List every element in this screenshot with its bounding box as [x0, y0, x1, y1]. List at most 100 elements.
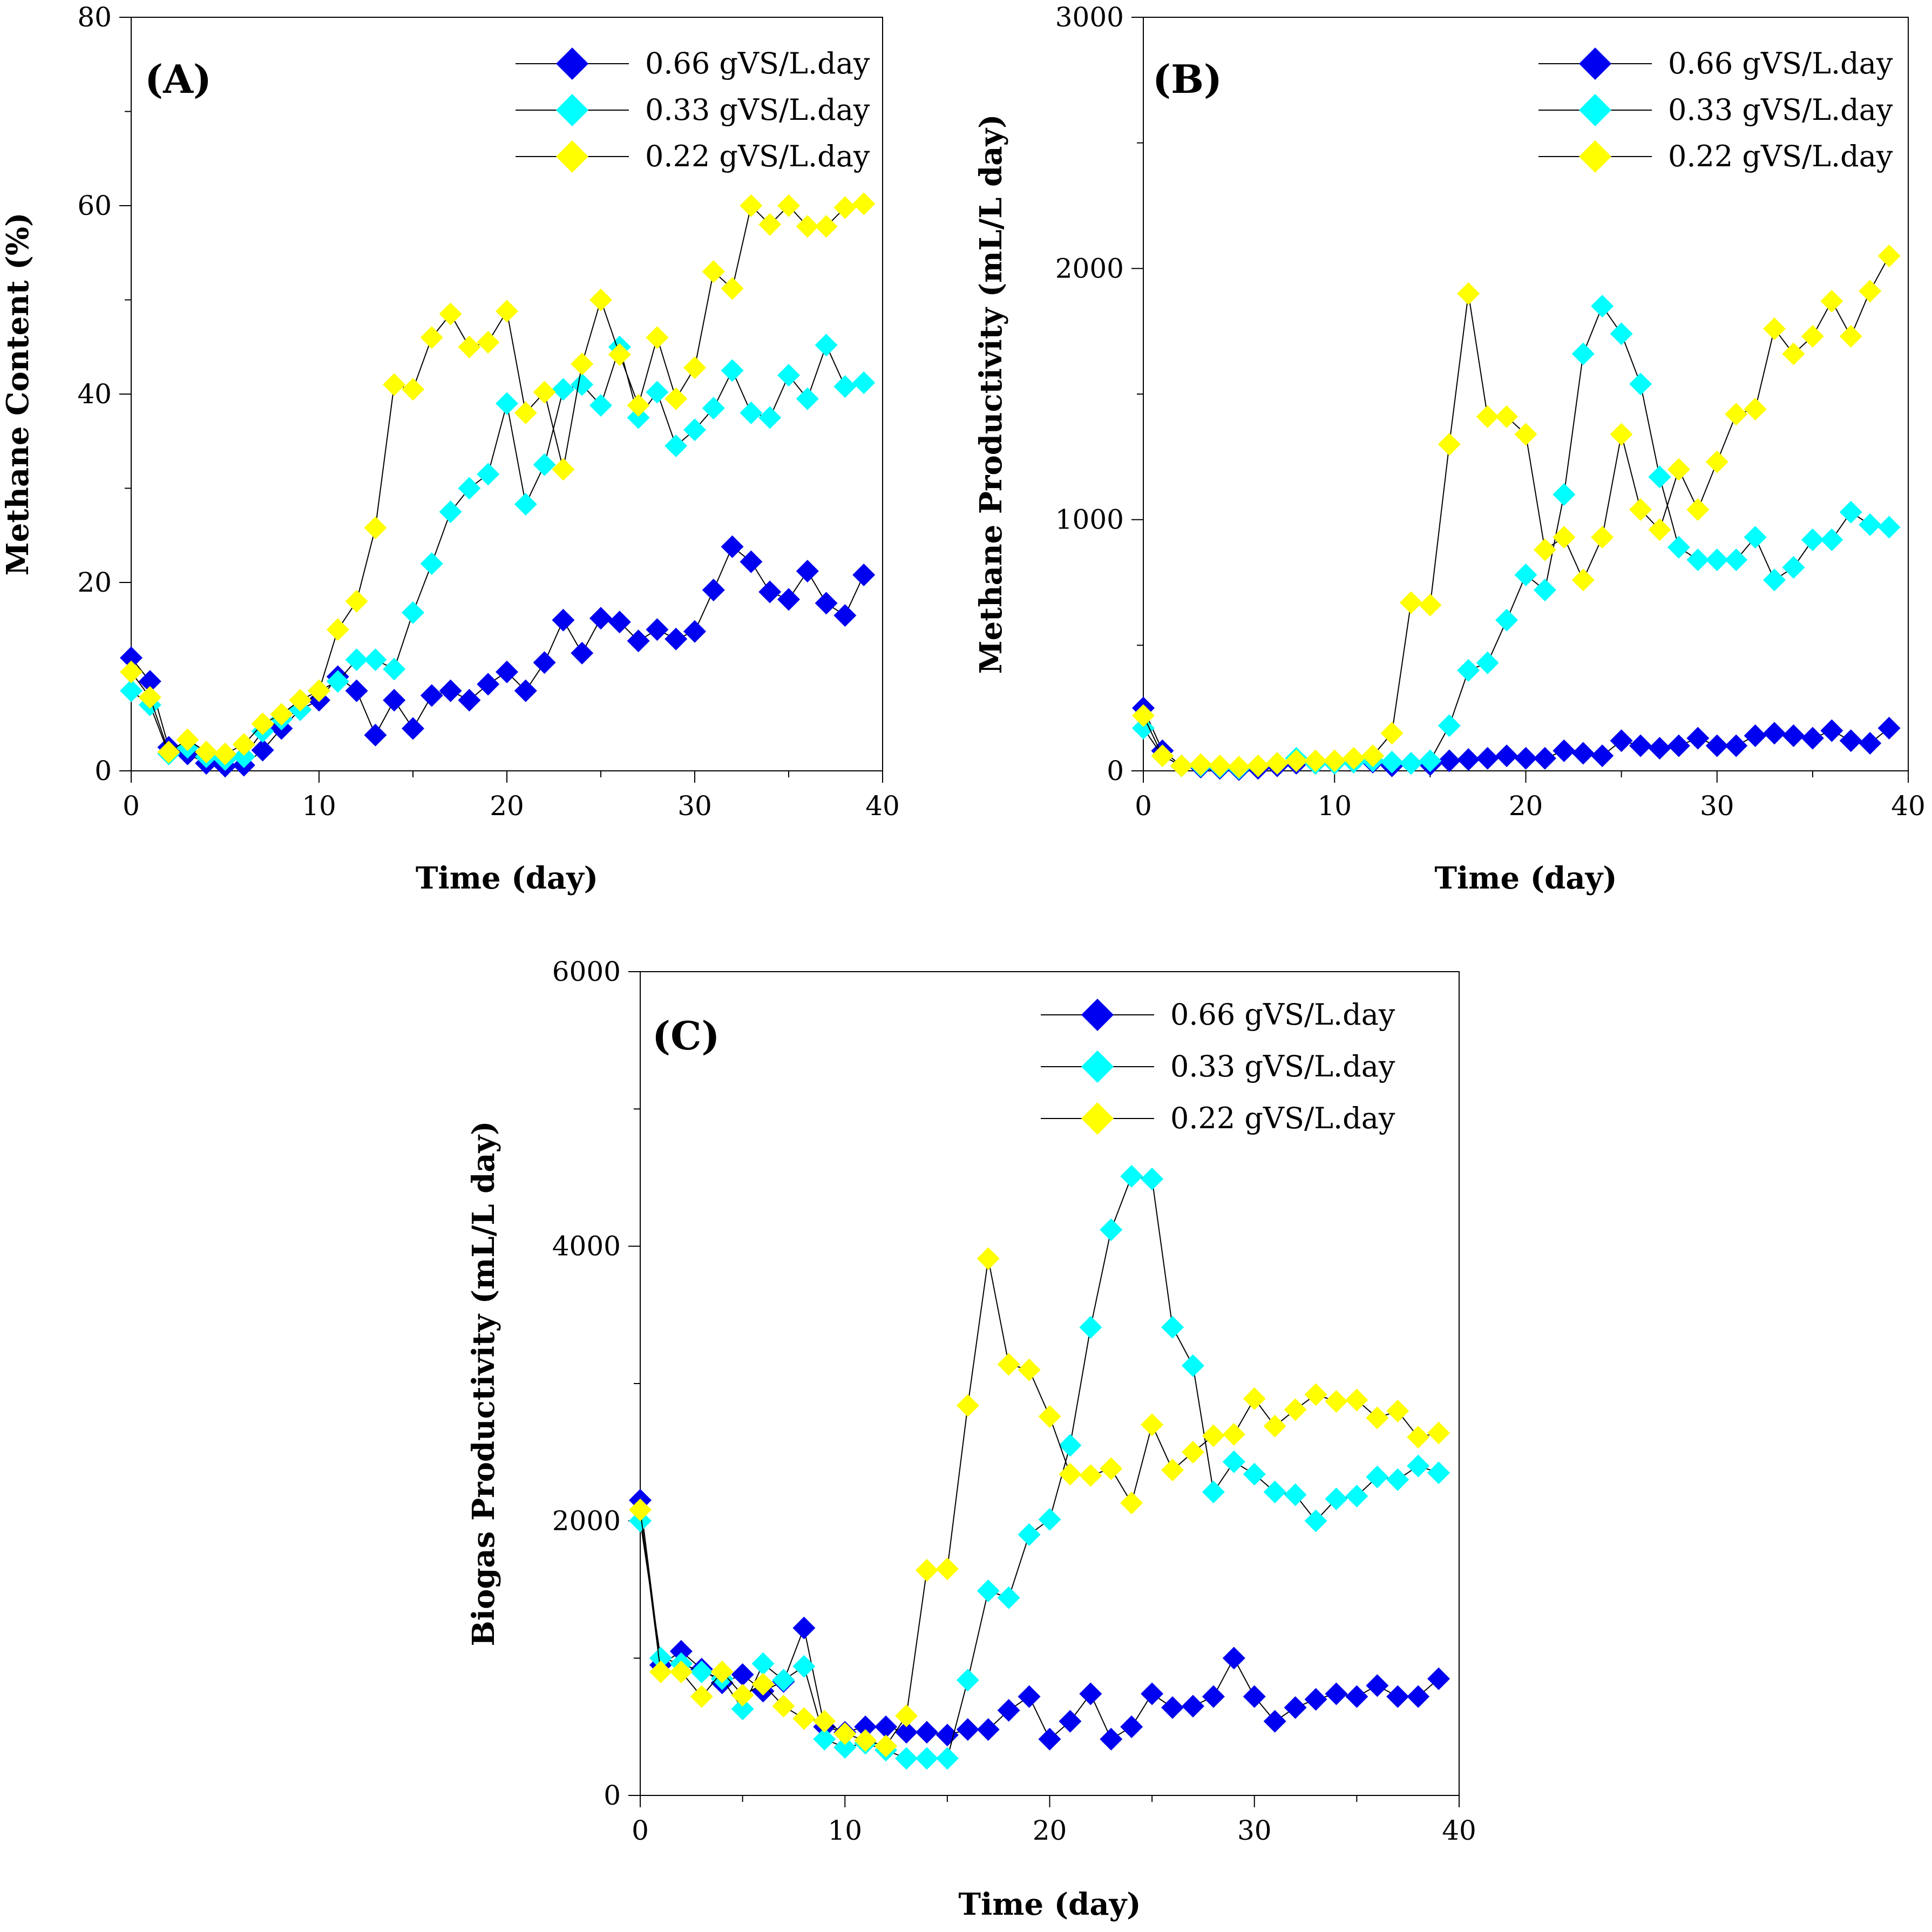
- data-point: [232, 745, 255, 768]
- data-point: [731, 1684, 754, 1707]
- data-point: [1820, 719, 1843, 742]
- data-point: [915, 1558, 938, 1582]
- data-point: [1141, 1413, 1164, 1436]
- data-point: [1859, 280, 1882, 303]
- data-point: [1079, 1464, 1102, 1487]
- data-point: [758, 406, 782, 429]
- data-point: [1342, 747, 1365, 770]
- data-point: [1285, 749, 1308, 772]
- data-point: [833, 375, 857, 398]
- data-point: [792, 1707, 816, 1730]
- y-tick-label: 80: [77, 2, 112, 33]
- data-point: [383, 657, 406, 681]
- x-axis-title: Time (day): [958, 1887, 1141, 1922]
- legend-label: 0.33 gVS/L.day: [1668, 93, 1893, 127]
- data-point: [1181, 1354, 1204, 1377]
- data-point: [1170, 754, 1193, 777]
- data-point: [1820, 528, 1843, 551]
- data-point: [1038, 1508, 1061, 1531]
- data-point: [792, 1616, 816, 1639]
- data-point: [1100, 1457, 1123, 1480]
- data-point: [649, 1660, 672, 1684]
- x-tick-label: 40: [865, 790, 900, 822]
- data-point: [1839, 729, 1862, 753]
- y-axis-title: Biogas Productivity (mL/L day): [466, 1121, 501, 1646]
- data-point: [1263, 1414, 1286, 1438]
- data-point: [345, 679, 368, 702]
- y-tick-label: 1000: [1055, 504, 1124, 535]
- data-point: [1648, 518, 1671, 541]
- data-point: [629, 1498, 652, 1521]
- y-tick-label: 0: [1107, 755, 1124, 787]
- data-point: [1246, 754, 1270, 777]
- data-point: [956, 1718, 979, 1741]
- data-point: [936, 1724, 959, 1747]
- data-point: [270, 703, 293, 726]
- data-point: [1325, 1682, 1348, 1705]
- data-point: [458, 689, 481, 712]
- series-line: [640, 1175, 1439, 1759]
- data-point: [1059, 1434, 1082, 1457]
- x-tick-label: 0: [123, 790, 140, 822]
- data-point: [690, 1660, 713, 1684]
- data-point: [1120, 1492, 1143, 1515]
- data-point: [1325, 1390, 1348, 1413]
- data-point: [777, 588, 800, 611]
- data-point: [1438, 749, 1461, 772]
- data-point: [496, 392, 518, 415]
- data-point: [439, 679, 462, 702]
- data-point: [1686, 727, 1710, 750]
- data-point: [627, 629, 650, 653]
- data-point: [796, 387, 819, 410]
- data-point: [772, 1669, 795, 1692]
- data-point: [1476, 405, 1499, 428]
- data-point: [1801, 528, 1824, 551]
- data-point: [1132, 704, 1155, 727]
- data-point: [1380, 722, 1404, 745]
- data-point: [792, 1655, 816, 1678]
- data-point: [458, 335, 481, 358]
- x-tick-label: 20: [1509, 790, 1543, 822]
- legend-label: 0.33 gVS/L.day: [1170, 1049, 1395, 1083]
- legend-marker: [556, 48, 588, 80]
- data-point: [833, 604, 857, 627]
- data-point: [875, 1715, 898, 1738]
- data-point: [326, 618, 349, 641]
- data-point: [120, 679, 143, 702]
- data-point: [1407, 1426, 1430, 1449]
- data-point: [1820, 289, 1843, 313]
- data-point: [1366, 1406, 1389, 1429]
- y-tick-label: 0: [604, 1780, 621, 1811]
- data-point: [1705, 450, 1728, 473]
- data-point: [895, 1721, 918, 1744]
- data-point: [646, 326, 669, 349]
- data-point: [815, 215, 838, 238]
- data-point: [1725, 548, 1748, 572]
- data-point: [751, 1672, 775, 1696]
- data-point: [627, 394, 650, 417]
- data-point: [1345, 1388, 1368, 1412]
- data-point: [956, 1394, 979, 1417]
- data-point: [402, 378, 424, 401]
- y-tick-label: 2000: [1055, 253, 1124, 284]
- data-point: [364, 516, 387, 539]
- data-point: [345, 589, 368, 613]
- data-point: [731, 1697, 754, 1720]
- data-point: [1763, 568, 1786, 592]
- data-point: [777, 194, 800, 217]
- data-point: [646, 618, 669, 641]
- data-point: [1571, 342, 1595, 365]
- data-point: [1476, 747, 1499, 770]
- data-point: [1323, 749, 1346, 772]
- data-point: [956, 1669, 979, 1692]
- series-line: [640, 1500, 1439, 1740]
- data-point: [1801, 324, 1824, 348]
- data-point: [1419, 749, 1442, 772]
- data-point: [721, 277, 744, 300]
- data-point: [402, 717, 424, 740]
- data-point: [1304, 1383, 1327, 1406]
- data-point: [1407, 1454, 1430, 1477]
- legend-label: 0.22 gVS/L.day: [1170, 1101, 1395, 1135]
- data-point: [1495, 608, 1519, 632]
